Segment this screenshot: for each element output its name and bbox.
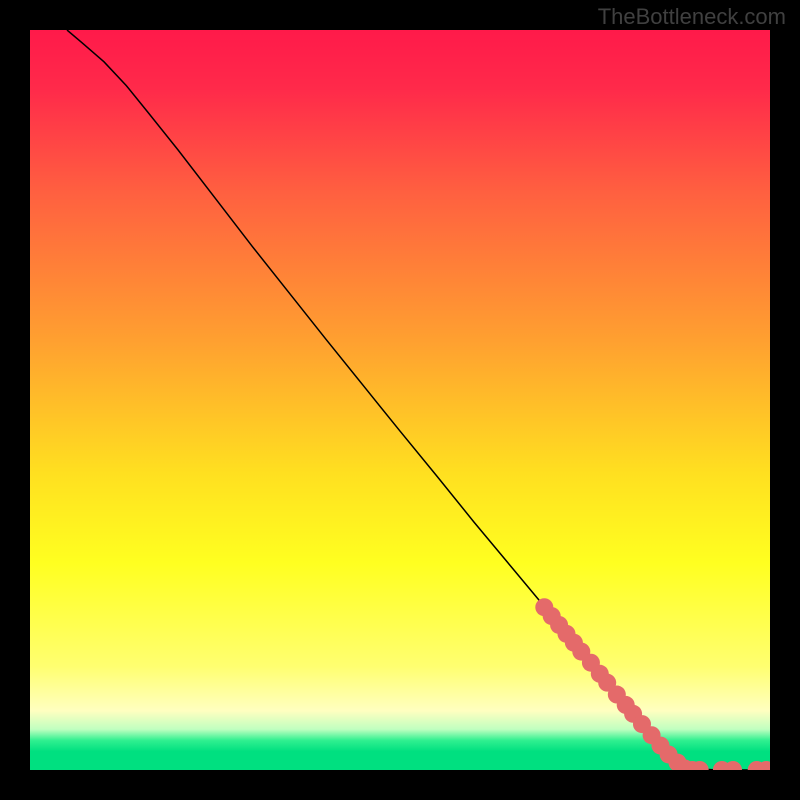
plot-area (30, 30, 770, 770)
gradient-background (30, 30, 770, 770)
attribution-label: TheBottleneck.com (598, 4, 786, 30)
chart-svg (30, 30, 770, 770)
